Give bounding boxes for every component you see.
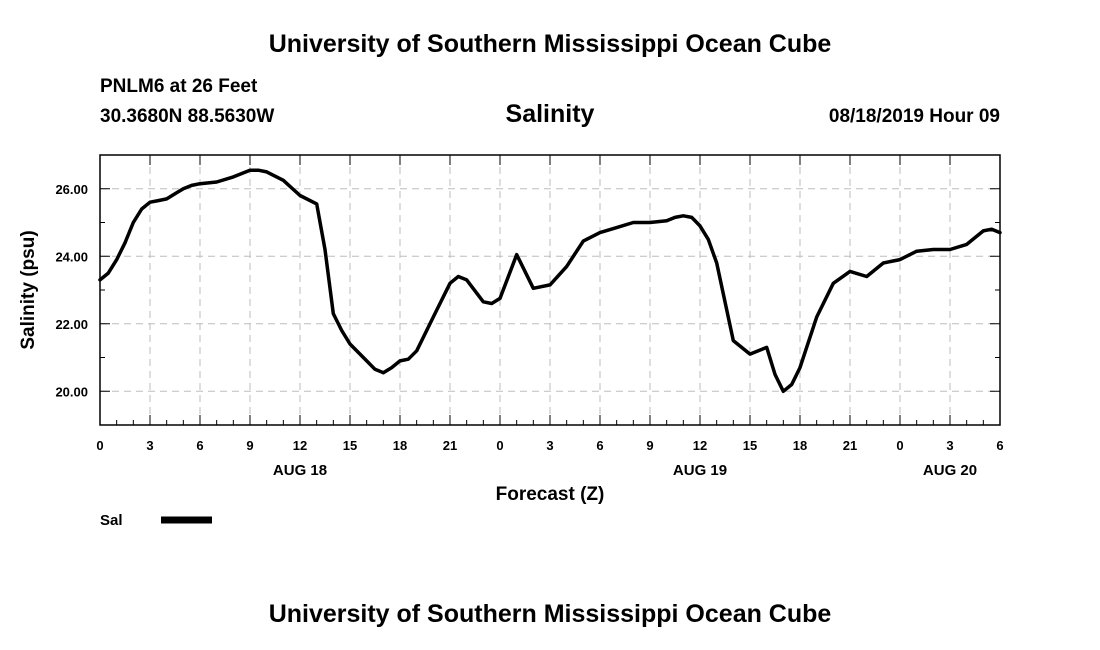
grid-lines xyxy=(100,155,1000,425)
x-tick-label: 0 xyxy=(896,438,903,453)
y-tick-label: 24.00 xyxy=(55,249,88,264)
x-tick-label: 3 xyxy=(546,438,553,453)
x-tick-label: 21 xyxy=(443,438,457,453)
x-tick-label: 3 xyxy=(146,438,153,453)
series-group xyxy=(98,168,1002,394)
date-label: AUG 18 xyxy=(273,462,327,479)
station-label: PNLM6 at 26 Feet xyxy=(100,76,258,97)
x-tick-label: 18 xyxy=(793,438,807,453)
legend-label: Sal xyxy=(100,512,123,529)
x-tick-label: 9 xyxy=(246,438,253,453)
x-tick-label: 0 xyxy=(96,438,103,453)
date-label: AUG 20 xyxy=(923,462,977,479)
tick-labels: 0 3 6 9 12 15 18 21 0 3 6 9 12 15 18 21 0 3 6 AUG 18 AUG 19 A… xyxy=(55,182,1003,479)
x-tick-label: 18 xyxy=(393,438,407,453)
y-tick-label: 20.00 xyxy=(55,384,88,399)
x-tick-label: 6 xyxy=(196,438,203,453)
y-tick-label: 22.00 xyxy=(55,317,88,332)
salinity-series-line xyxy=(98,168,1002,394)
x-tick-label: 21 xyxy=(843,438,857,453)
x-tick-label: 9 xyxy=(646,438,653,453)
x-tick-label: 6 xyxy=(596,438,603,453)
x-axis-label: Forecast (Z) xyxy=(496,484,605,505)
date-label: AUG 19 xyxy=(673,462,727,479)
x-tick-label: 12 xyxy=(693,438,707,453)
x-tick-label: 6 xyxy=(996,438,1003,453)
top-title: University of Southern Mississippi Ocean… xyxy=(268,30,832,58)
x-tick-label: 15 xyxy=(343,438,357,453)
bottom-title: University of Southern Mississippi Ocean… xyxy=(268,600,832,628)
x-tick-label: 12 xyxy=(293,438,307,453)
run-datetime-label: 08/18/2019 Hour 09 xyxy=(828,106,1000,127)
y-axis-label: Salinity (psu) xyxy=(18,230,39,349)
coordinates-label: 30.3680N 88.5630W xyxy=(100,106,275,127)
plot-frame xyxy=(99,154,1001,426)
y-tick-label: 26.00 xyxy=(55,182,88,197)
chart-title: Salinity xyxy=(505,100,595,128)
x-tick-label: 0 xyxy=(496,438,503,453)
x-tick-label: 15 xyxy=(743,438,757,453)
x-tick-label: 3 xyxy=(946,438,953,453)
